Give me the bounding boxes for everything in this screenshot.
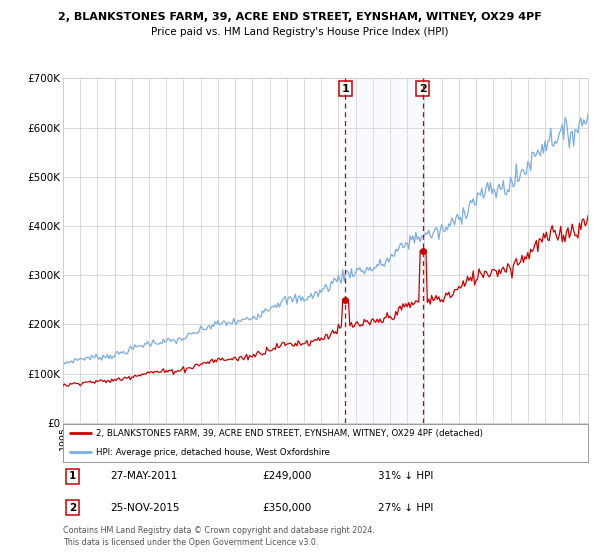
Text: HPI: Average price, detached house, West Oxfordshire: HPI: Average price, detached house, West…: [95, 448, 329, 457]
Text: 25-NOV-2015: 25-NOV-2015: [110, 503, 180, 513]
Text: 27-MAY-2011: 27-MAY-2011: [110, 472, 178, 482]
Text: £350,000: £350,000: [263, 503, 312, 513]
Text: Price paid vs. HM Land Registry's House Price Index (HPI): Price paid vs. HM Land Registry's House …: [151, 27, 449, 37]
Text: 2, BLANKSTONES FARM, 39, ACRE END STREET, EYNSHAM, WITNEY, OX29 4PF (detached): 2, BLANKSTONES FARM, 39, ACRE END STREET…: [95, 428, 482, 437]
Text: 1: 1: [69, 472, 76, 482]
Text: 27% ↓ HPI: 27% ↓ HPI: [378, 503, 433, 513]
Text: £249,000: £249,000: [263, 472, 312, 482]
Text: 1: 1: [341, 83, 349, 94]
Text: 2: 2: [419, 83, 427, 94]
Text: 31% ↓ HPI: 31% ↓ HPI: [378, 472, 433, 482]
Text: Contains HM Land Registry data © Crown copyright and database right 2024.
This d: Contains HM Land Registry data © Crown c…: [63, 526, 375, 547]
Text: 2, BLANKSTONES FARM, 39, ACRE END STREET, EYNSHAM, WITNEY, OX29 4PF: 2, BLANKSTONES FARM, 39, ACRE END STREET…: [58, 12, 542, 22]
Bar: [346, 78, 423, 423]
Text: 2: 2: [69, 503, 76, 513]
